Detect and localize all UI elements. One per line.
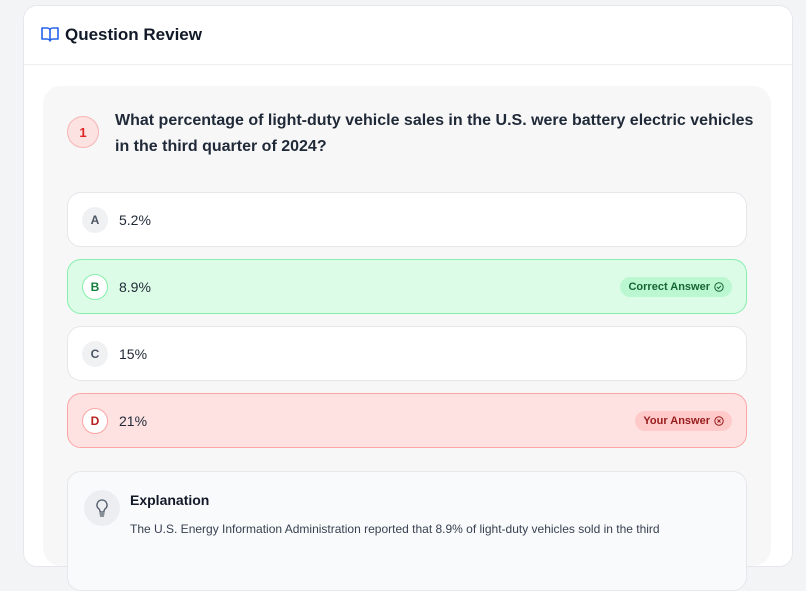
badge-text: Correct Answer: [628, 281, 710, 293]
option-correct[interactable]: B 8.9% Correct Answer: [67, 259, 747, 314]
option-text: 8.9%: [119, 279, 151, 295]
question-panel: 1 What percentage of light-duty vehicle …: [43, 86, 771, 591]
check-icon: [714, 282, 724, 292]
review-card: Question Review 1 What percentage of lig…: [23, 5, 793, 591]
explanation: Explanation The U.S. Energy Information …: [67, 471, 747, 591]
question-text: What percentage of light-duty vehicle sa…: [115, 112, 754, 155]
option[interactable]: C 15%: [67, 326, 747, 381]
option-text: 15%: [119, 346, 148, 362]
header-title: Question Review: [65, 25, 202, 44]
option-letter: A: [82, 207, 108, 233]
your-answer-badge: Your Answer: [635, 411, 732, 431]
option-letter: C: [82, 341, 108, 367]
option-text: 21%: [119, 413, 148, 429]
option-letter: D: [82, 408, 108, 434]
x-icon: [714, 416, 724, 426]
header: Question Review: [24, 6, 792, 65]
explanation-title: Explanation: [130, 492, 210, 508]
option-text: 5.2%: [119, 212, 151, 228]
option[interactable]: A 5.2%: [67, 192, 747, 247]
correct-badge: Correct Answer: [620, 277, 732, 297]
explanation-text: The U.S. Energy Information Administrati…: [130, 522, 660, 536]
question-number: 1: [67, 116, 99, 148]
badge-text: Your Answer: [643, 415, 710, 427]
book-icon: [41, 27, 59, 42]
option-letter: B: [82, 274, 108, 300]
lightbulb-icon: [84, 490, 120, 526]
page: Question Review 1 What percentage of lig…: [23, 5, 793, 591]
option-wrong[interactable]: D 21% Your Answer: [67, 393, 747, 448]
